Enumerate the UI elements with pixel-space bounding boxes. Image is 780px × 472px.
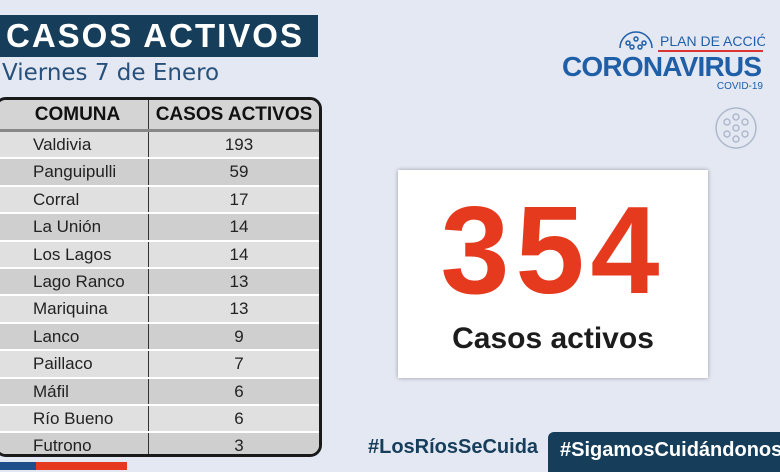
cases-cell: 9	[234, 326, 244, 346]
comuna-cell: Río Bueno	[0, 405, 149, 432]
cases-cell: 14	[229, 217, 249, 237]
comuna-cell: Lago Ranco	[0, 268, 149, 295]
svg-text:PLAN DE ACCIÓN: PLAN DE ACCIÓN	[660, 33, 765, 49]
cases-table: COMUNA CASOS ACTIVOS Valdivia 193 Panguipu…	[0, 97, 322, 457]
table-row: Futrono 3	[0, 433, 319, 456]
table-row: Máfil 6	[0, 378, 319, 406]
cases-cell: 59	[229, 162, 249, 182]
table-row: La Unión 14	[0, 214, 319, 242]
comuna-cell: Valdivia	[0, 132, 149, 158]
cases-cell: 13	[229, 299, 249, 319]
total-value: 354	[440, 182, 666, 320]
table-row: Río Bueno 6	[0, 405, 319, 434]
total-label: Casos activos	[452, 322, 654, 355]
total-card: 354 Casos activos	[398, 170, 708, 378]
comuna-cell: Máfil	[0, 378, 149, 404]
table-row: Panguipulli 59	[0, 159, 319, 187]
flag-red-stripe	[36, 462, 127, 470]
cases-cell: 193	[224, 135, 254, 154]
svg-text:COVID-19: COVID-19	[717, 81, 764, 92]
cases-cell: 3	[234, 436, 244, 456]
comuna-cell: Panguipulli	[0, 159, 149, 185]
table-row: Paillaco 7	[0, 351, 319, 379]
cases-cell: 17	[229, 189, 249, 209]
comuna-cell: Lanco	[0, 323, 149, 350]
header-casos: CASOS ACTIVOS	[155, 104, 313, 125]
cases-cell: 14	[229, 244, 249, 264]
hashtag-sigamos: #SigamosCuidándonos	[548, 432, 780, 472]
svg-text:CORONAVIRUS: CORONAVIRUS	[562, 51, 762, 82]
hashtag-losrios: #LosRíosSeCuida	[368, 436, 539, 458]
page-title: CASOS ACTIVOS	[0, 15, 318, 57]
virus-logo-icon: PLAN DE ACCIÓN CORONAVIRUS COVID-19	[562, 31, 777, 92]
table-row: Lago Ranco 13	[0, 268, 319, 297]
table-row: Corral 17	[0, 186, 319, 215]
header-comuna: COMUNA	[0, 100, 149, 129]
cases-cell: 13	[229, 271, 249, 291]
virus-icon	[715, 107, 757, 149]
date-subtitle: Viernes 7 de Enero	[2, 60, 220, 86]
table-row: Los Lagos 14	[0, 241, 319, 269]
comuna-cell: Mariquina	[0, 296, 149, 322]
table-row: Lanco 9	[0, 323, 319, 352]
table-row: Mariquina 13	[0, 296, 319, 324]
comuna-cell: La Unión	[0, 214, 149, 240]
cases-cell: 6	[234, 408, 244, 428]
cases-cell: 7	[234, 354, 244, 374]
comuna-cell: Futrono	[0, 433, 149, 454]
flag-blue-stripe	[0, 462, 36, 470]
comuna-cell: Corral	[0, 186, 149, 213]
comuna-cell: Los Lagos	[0, 241, 149, 267]
comuna-cell: Paillaco	[0, 351, 149, 377]
coronavirus-logo: PLAN DE ACCIÓN CORONAVIRUS COVID-19	[560, 26, 777, 96]
table-header: COMUNA CASOS ACTIVOS	[0, 100, 319, 132]
table-row: Valdivia 193	[0, 132, 319, 160]
cases-cell: 6	[234, 381, 244, 401]
